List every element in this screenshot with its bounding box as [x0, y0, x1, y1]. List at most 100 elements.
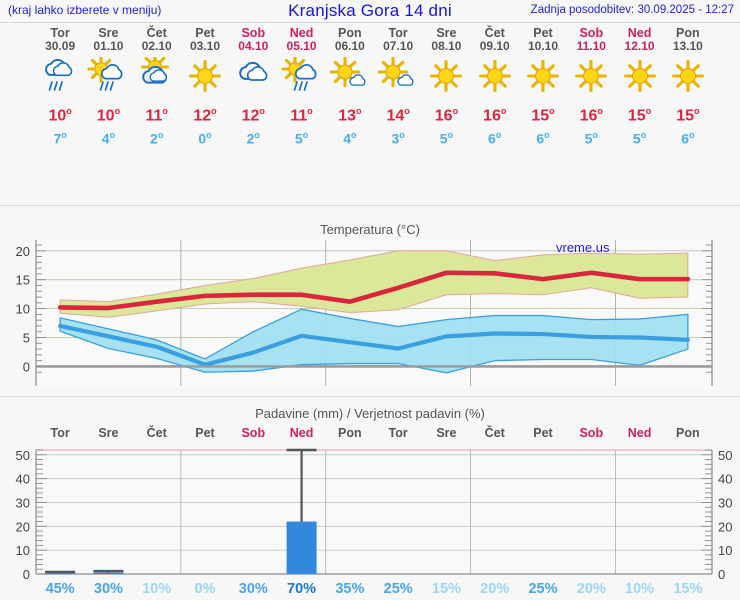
day-column-9[interactable]: Čet 09.10 16o 6o — [469, 23, 521, 148]
min-temperature: 5o — [439, 130, 454, 147]
precip-probability: 25% — [528, 581, 557, 597]
max-temperature: 12o — [193, 106, 217, 125]
min-temperature: 3o — [391, 130, 405, 147]
sun-icon — [469, 56, 521, 96]
sun-icon — [614, 56, 666, 96]
day-date: 04.10 — [238, 39, 269, 53]
max-temperature: 16o — [579, 106, 603, 125]
day-name: Tor — [50, 26, 70, 40]
day-column-2[interactable]: Čet 02.10 11o 2o — [131, 23, 183, 148]
sun-icon — [179, 56, 231, 96]
max-temperature: 15o — [627, 106, 652, 125]
precip-probability: 35% — [335, 581, 364, 597]
day-name: Pon — [338, 26, 362, 40]
min-temperature: 5o — [584, 130, 598, 147]
day-name: Pet — [195, 26, 215, 40]
precip-day-label: Ned — [628, 426, 652, 440]
day-column-8[interactable]: Sre 08.10 16o 5o — [420, 23, 472, 148]
rain-cloud-icon — [34, 56, 86, 96]
daily-forecast-strip: Tor 30.09 10o 7o Sre 01.10 10o 4o Čet 02.10 11o… — [0, 23, 740, 167]
day-column-0[interactable]: Tor 30.09 10o 7o — [34, 23, 86, 148]
max-temperature: 12o — [241, 106, 265, 125]
max-temperature: 13o — [338, 106, 362, 125]
precip-probability: 25% — [384, 581, 413, 597]
day-name: Sob — [579, 26, 604, 40]
day-date: 12.10 — [624, 39, 655, 53]
temp-y-tick: 10 — [16, 302, 30, 317]
day-column-7[interactable]: Tor 07.10 14o 3o — [372, 23, 424, 148]
min-temperature: 7o — [53, 130, 67, 147]
day-column-12[interactable]: Ned 12.10 15o 5o — [614, 23, 666, 148]
precip-probability: 30% — [239, 581, 268, 597]
precip-y-tick-right: 10 — [718, 543, 732, 558]
day-date: 03.10 — [189, 39, 221, 53]
precip-day-label: Čet — [485, 425, 506, 440]
precip-y-tick-right: 40 — [718, 472, 732, 487]
precip-day-label: Pet — [195, 426, 215, 440]
precipitation-chart-title: Padavine (mm) / Verjetnost padavin (%) — [255, 406, 485, 421]
page-title: Kranjska Gora 14 dni — [288, 1, 452, 20]
temp-y-tick: 20 — [16, 244, 30, 259]
day-name: Pet — [533, 26, 553, 40]
precip-probability: 15% — [673, 581, 702, 597]
max-temperature: 14o — [386, 106, 410, 125]
precip-y-tick-left: 40 — [16, 472, 30, 487]
min-temperature: 6o — [681, 130, 695, 147]
day-date: 30.09 — [45, 39, 76, 53]
min-temperature: 6o — [536, 130, 550, 147]
precip-probability: 10% — [625, 581, 654, 597]
precip-probability: 20% — [577, 581, 606, 597]
temp-y-tick: 0 — [23, 359, 30, 374]
precip-probability: 20% — [480, 581, 509, 597]
section-divider-middle — [0, 396, 740, 397]
day-name: Tor — [388, 26, 408, 40]
precip-probability: 0% — [195, 581, 216, 597]
precip-day-label: Tor — [389, 426, 408, 440]
day-column-11[interactable]: Sob 11.10 16o 5o — [565, 23, 617, 148]
precip-day-label: Pon — [676, 426, 700, 440]
precip-y-tick-right: 20 — [718, 519, 732, 534]
section-divider-top — [0, 205, 740, 206]
min-temperature: 2o — [246, 130, 260, 147]
sun-cloud-rain-icon — [82, 56, 134, 96]
day-date: 08.10 — [431, 39, 462, 53]
sun-icon — [565, 56, 617, 96]
precip-day-label: Sob — [241, 426, 265, 440]
max-temperature: 11o — [145, 106, 168, 125]
precip-day-label: Tor — [51, 426, 70, 440]
precip-day-label: Čet — [147, 425, 168, 440]
day-date: 11.10 — [576, 39, 606, 53]
day-date: 02.10 — [141, 39, 172, 53]
cloud-icon — [227, 56, 279, 96]
day-name: Sob — [241, 26, 266, 40]
precip-day-label: Pet — [533, 426, 553, 440]
day-date: 09.10 — [479, 39, 510, 53]
day-column-13[interactable]: Pon 13.10 15o 6o — [662, 23, 714, 148]
max-temperature: 15o — [676, 106, 700, 125]
precip-probability: 30% — [94, 581, 123, 597]
day-column-6[interactable]: Pon 06.10 13o 4o — [324, 23, 376, 148]
day-date: 13.10 — [672, 39, 703, 53]
day-date: 07.10 — [383, 39, 414, 53]
day-name: Čet — [146, 26, 167, 40]
day-column-3[interactable]: Pet 03.10 12o 0o — [179, 23, 231, 148]
day-name: Sre — [436, 26, 457, 40]
precip-probability: 45% — [46, 581, 75, 597]
precip-y-tick-left: 20 — [16, 519, 30, 534]
watermark: vreme.us — [556, 240, 610, 255]
min-temperature: 5o — [294, 130, 309, 147]
precip-bar — [286, 521, 317, 574]
max-temperature: 16o — [434, 106, 459, 125]
header-divider — [0, 22, 740, 23]
precip-bar — [93, 572, 124, 574]
min-temperature: 0o — [198, 130, 212, 147]
day-column-5[interactable]: Ned 05.10 11o 5o — [276, 23, 328, 148]
min-temperature: 4o — [101, 130, 116, 147]
day-column-4[interactable]: Sob 04.10 12o 2o — [227, 23, 279, 148]
max-temperature: 10o — [96, 106, 121, 125]
day-column-10[interactable]: Pet 10.10 15o 6o — [517, 23, 569, 148]
day-date: 01.10 — [93, 39, 124, 53]
day-name: Sre — [98, 26, 119, 40]
day-column-1[interactable]: Sre 01.10 10o 4o — [82, 23, 134, 148]
precip-day-label: Ned — [290, 426, 314, 440]
